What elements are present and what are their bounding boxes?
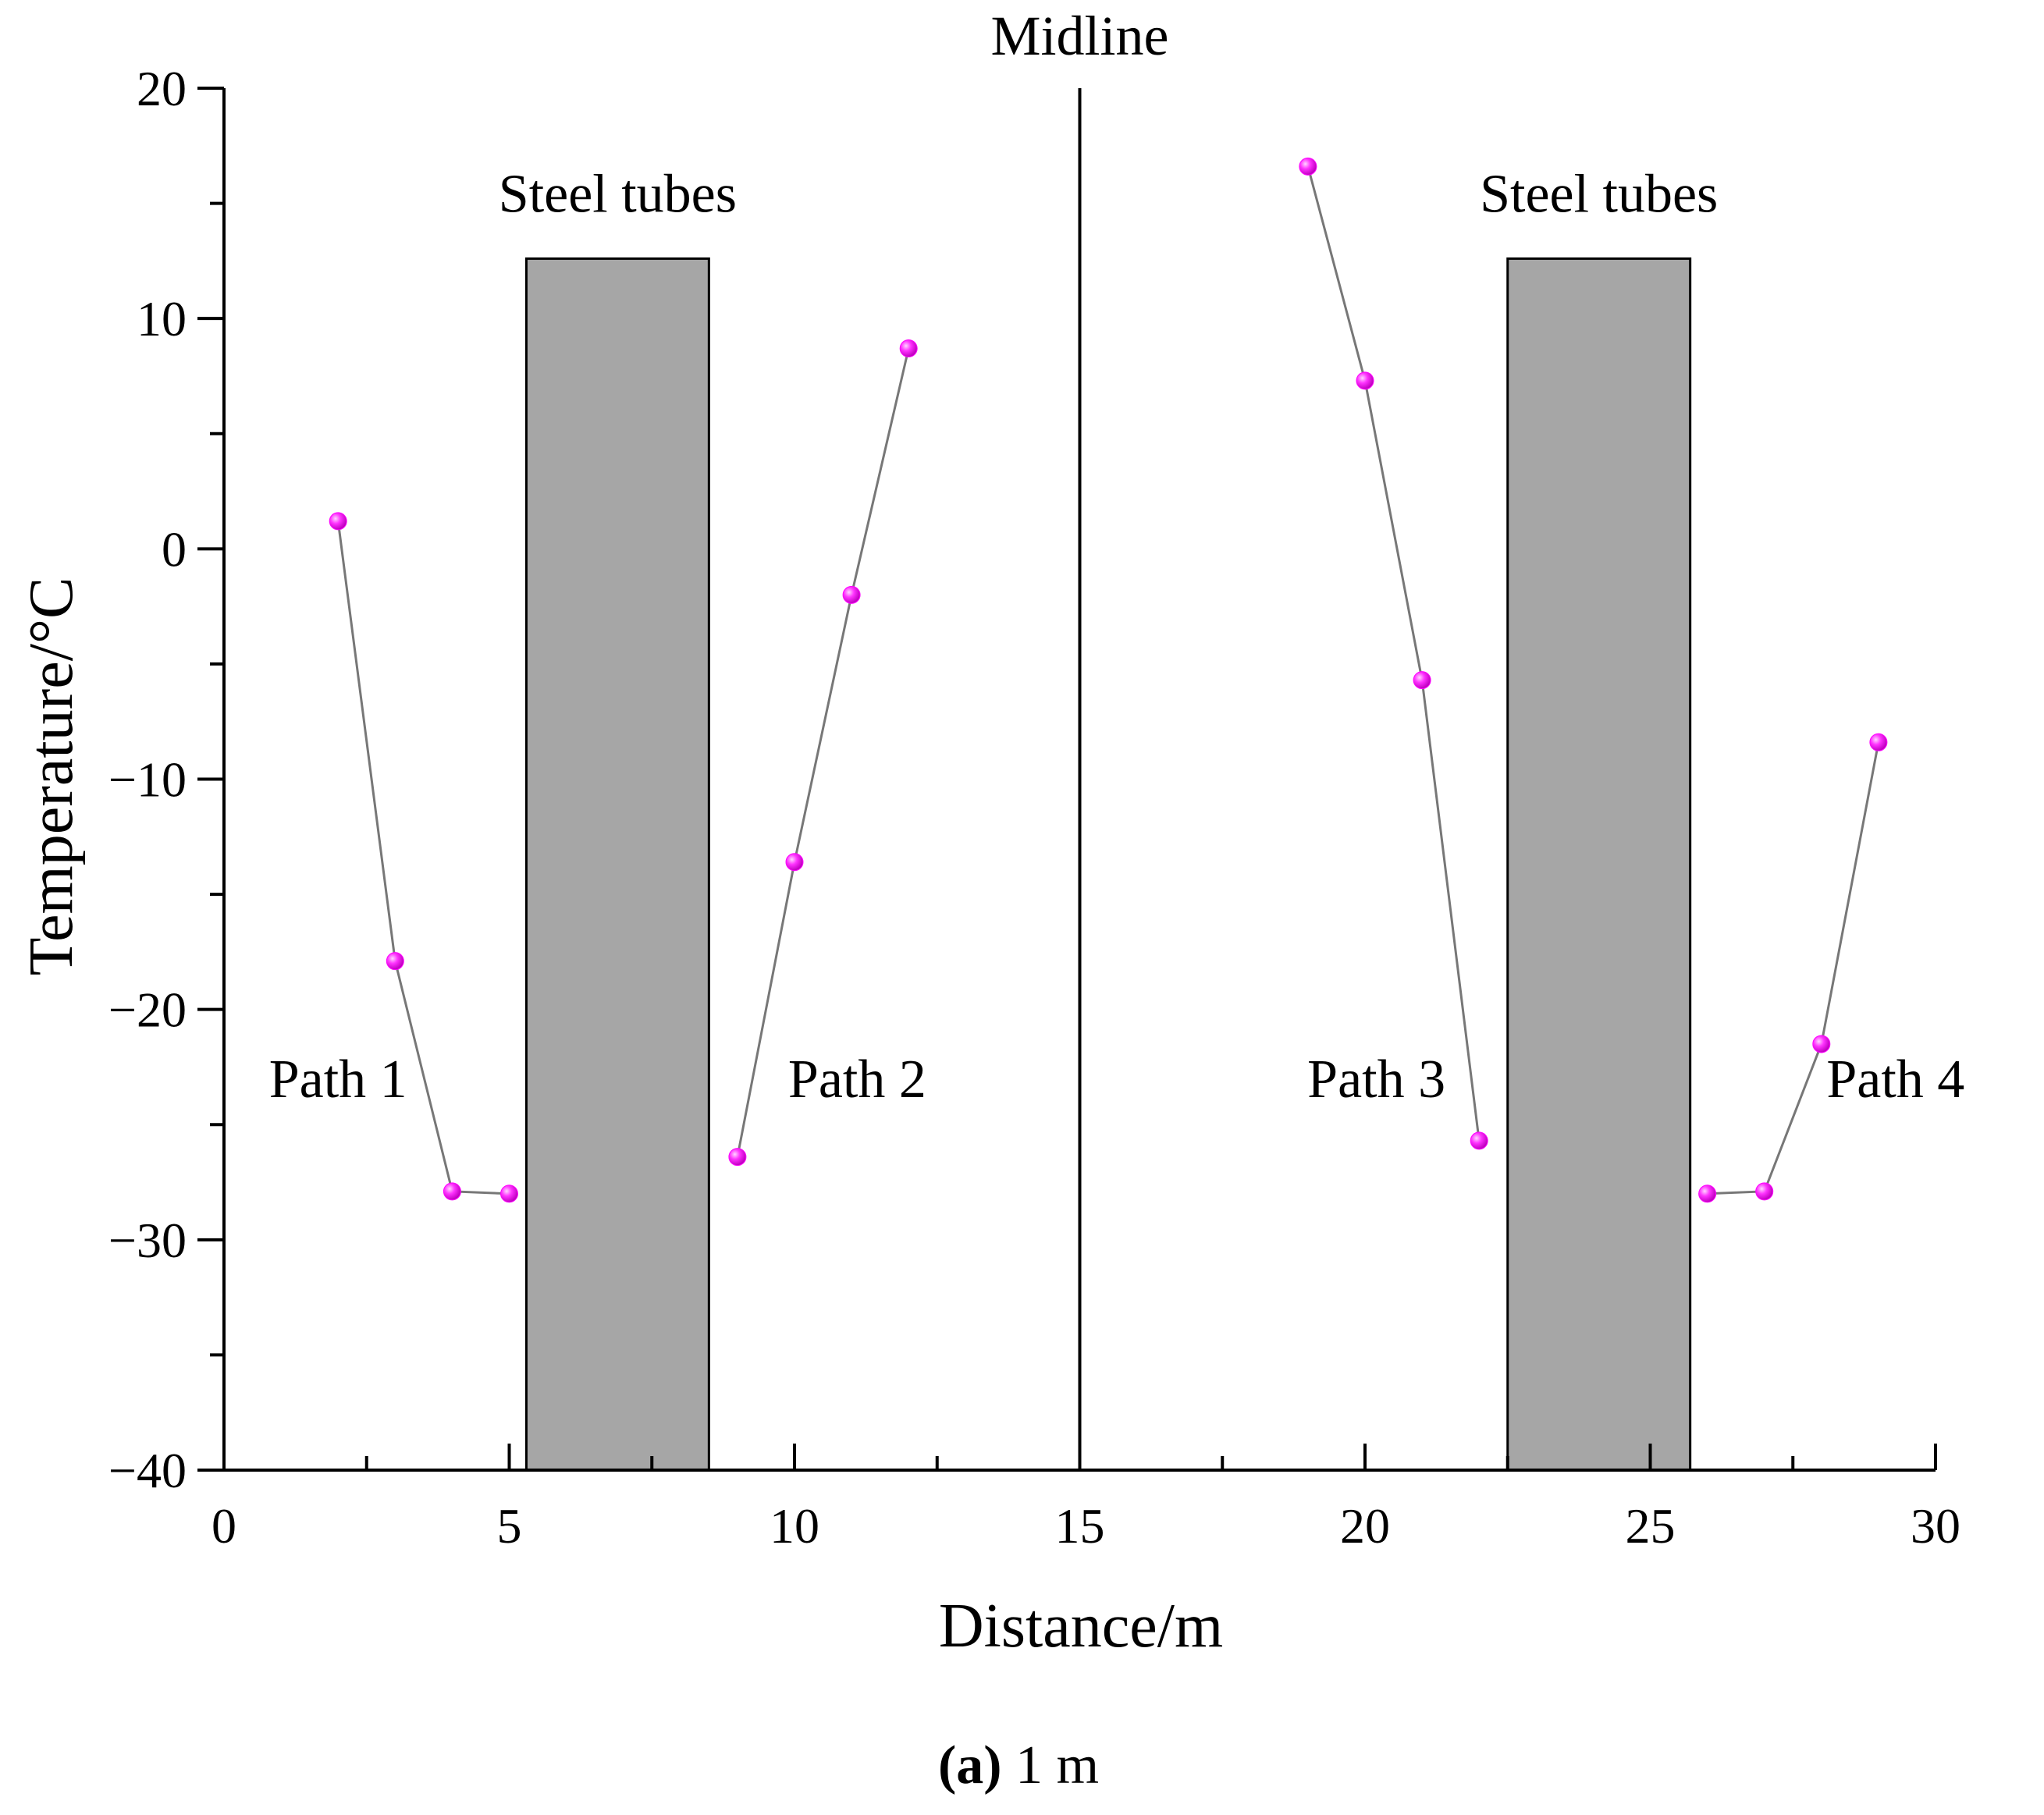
series-label-path-1: Path 1	[269, 1050, 407, 1110]
y-tick-label: 10	[137, 291, 187, 346]
x-axis-title: Distance/m	[939, 1592, 1223, 1660]
data-point	[500, 1185, 518, 1203]
y-tick-label: 20	[137, 61, 187, 116]
caption-text: 1 m	[1002, 1735, 1099, 1795]
x-tick-label: 25	[1626, 1498, 1676, 1554]
series-line-path-1	[336, 520, 510, 1195]
series-label-path-4: Path 4	[1826, 1050, 1964, 1110]
x-tick-label: 0	[212, 1498, 236, 1554]
data-point	[899, 339, 918, 358]
data-point	[1299, 157, 1317, 176]
series-layer	[329, 157, 1888, 1203]
y-axis-title: Temperature/°C	[17, 577, 86, 976]
data-point	[1698, 1185, 1717, 1203]
steel-tubes-label-2: Steel tubes	[1480, 164, 1718, 224]
y-tick-label: 0	[162, 521, 187, 577]
data-point	[329, 512, 347, 531]
figure-caption: (a) 1 m	[938, 1735, 1099, 1795]
x-tick-label: 10	[770, 1498, 819, 1554]
data-point	[785, 853, 804, 872]
y-tick-label: −30	[108, 1213, 187, 1268]
x-tick-label: 20	[1340, 1498, 1390, 1554]
y-tick-label: −20	[108, 982, 187, 1038]
data-point	[1413, 671, 1431, 690]
data-point	[386, 952, 404, 971]
labels-layer: Steel tubes Steel tubes Midline Path 1 Path …	[269, 5, 1965, 1110]
x-tick-label: 15	[1055, 1498, 1105, 1554]
series-line-path-2	[736, 348, 910, 1157]
caption-letter: (a)	[938, 1735, 1002, 1795]
y-tick-label: −10	[108, 752, 187, 808]
axes-layer: −40 −30 −20 −10 0 10 20 0 5 10 15 20 25 30	[108, 61, 1960, 1554]
midline-label: Midline	[991, 5, 1169, 67]
data-point	[1470, 1131, 1488, 1150]
x-tick-label: 5	[497, 1498, 522, 1554]
data-point	[728, 1148, 747, 1167]
data-point	[842, 585, 861, 604]
y-tick-label: −40	[108, 1443, 187, 1498]
data-point	[1869, 733, 1888, 751]
x-tick-label: 30	[1911, 1498, 1960, 1554]
series-label-path-3: Path 3	[1307, 1050, 1445, 1110]
series-label-path-2: Path 2	[788, 1050, 926, 1110]
data-point	[1755, 1182, 1774, 1201]
steel-tube-block-1	[524, 257, 710, 1472]
series-line-path-3	[1306, 165, 1481, 1142]
series-line-path-4	[1707, 741, 1880, 1195]
data-point	[1812, 1035, 1831, 1053]
steel-tube-block-2	[1506, 257, 1692, 1472]
steel-tubes-layer	[524, 257, 1692, 1472]
steel-tubes-label-1: Steel tubes	[499, 164, 737, 224]
data-point	[1356, 371, 1374, 390]
data-point	[443, 1182, 461, 1201]
